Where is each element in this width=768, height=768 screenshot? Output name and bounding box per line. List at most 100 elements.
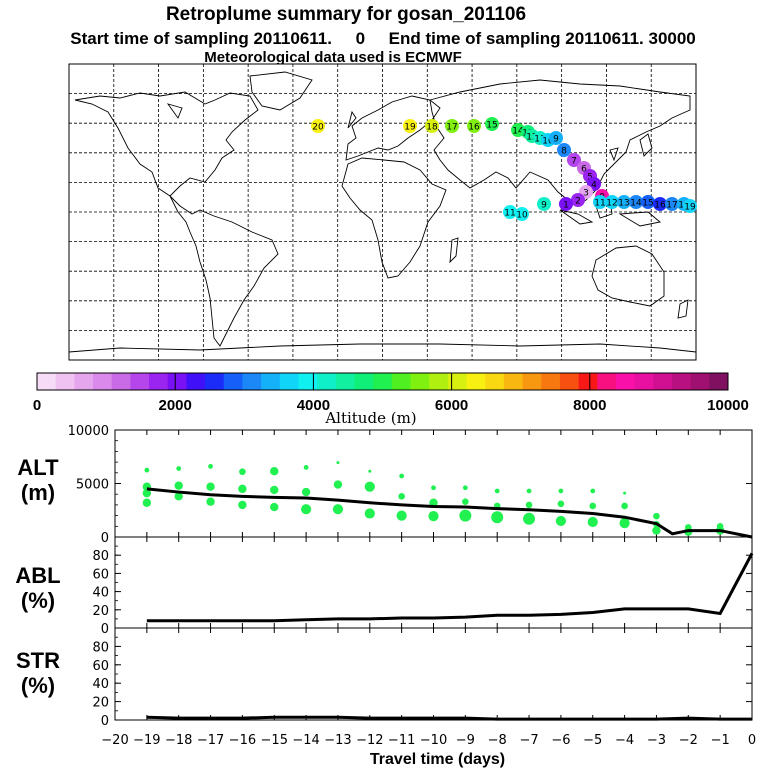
altitude-point (142, 488, 152, 498)
trajectory-marker: 2 (571, 193, 585, 207)
altitude-point (206, 497, 215, 506)
trajectory-marker: 11 (503, 205, 517, 219)
trajectory-marker: 17 (665, 197, 679, 211)
altitude-point (398, 493, 405, 500)
colorbar-swatch (186, 373, 206, 390)
meteorology-line: Meteorological data used is ECMWF (204, 49, 462, 66)
trajectory-marker-dot (559, 197, 573, 211)
altitude-point (652, 526, 661, 535)
trajectory-marker-dot (653, 197, 667, 211)
altitude-point (396, 510, 407, 521)
trajectory-marker-label: 12 (526, 133, 537, 143)
colorbar-swatch (373, 373, 393, 390)
mean-altitude-line (146, 487, 753, 539)
trajectory-marker-label: 7 (571, 157, 577, 167)
altitude-point (206, 482, 215, 491)
altitude-point (462, 485, 468, 491)
x-tick-label: −19 (133, 733, 160, 748)
x-tick-label: −10 (420, 733, 447, 748)
colorbar-swatch (261, 373, 281, 390)
colorbar-swatch (466, 373, 486, 390)
trajectory-marker-label: 9 (553, 135, 559, 145)
panel-ylabel: ABL (15, 563, 60, 588)
trajectory-marker: 14 (629, 195, 643, 209)
altitude-point (431, 485, 436, 491)
x-tick-label: −16 (229, 733, 256, 748)
trajectory-marker-dot (571, 193, 585, 207)
x-tick-label: −17 (197, 733, 224, 748)
trajectory-marker-label: 6 (581, 165, 587, 175)
trajectory-marker-dot (403, 119, 417, 133)
trajectory-marker: 12 (605, 195, 619, 209)
altitude-point (336, 461, 340, 465)
sampling-time-line: Start time of sampling 20110611. 0 End t… (70, 29, 696, 48)
trajectory-marker-dot (515, 207, 529, 221)
x-tick-label: −4 (615, 733, 634, 748)
colorbar-swatch (447, 373, 468, 390)
trajectory-marker: 11 (593, 195, 607, 209)
trajectory-marker-label: 12 (606, 199, 617, 209)
altitude-point (301, 487, 311, 497)
colorbar-swatch (709, 373, 729, 390)
trajectory-marker-label: 17 (666, 201, 677, 211)
colorbar-swatch (111, 373, 131, 390)
map-graticule (69, 64, 696, 360)
colorbar-swatch (410, 373, 430, 390)
y-tick-label: 60 (92, 659, 109, 674)
altitude-point (238, 500, 247, 510)
x-tick-label: −14 (292, 733, 319, 748)
y-tick-label: 80 (92, 640, 109, 655)
altitude-point (462, 498, 469, 505)
colorbar-swatch (149, 373, 169, 390)
trajectory-marker-label: 2 (575, 197, 581, 207)
y-tick-label: 10000 (68, 424, 109, 439)
altitude-point (653, 512, 660, 520)
x-tick-label: −6 (551, 733, 570, 748)
colorbar-swatch (74, 373, 94, 390)
altitude-point (619, 517, 630, 529)
altitude-point (555, 515, 567, 527)
altitude-point (587, 516, 598, 528)
str-line (146, 715, 752, 721)
y-tick-label: 0 (101, 714, 109, 729)
colorbar-swatch (335, 373, 355, 390)
trajectory-marker-dot (445, 119, 459, 133)
y-tick-label: 40 (92, 586, 109, 601)
altitude-point (208, 463, 213, 469)
trajectory-marker: 9 (549, 131, 563, 145)
trajectory-marker: 8 (557, 143, 571, 157)
colorbar-tick-label: 2000 (159, 397, 192, 414)
colorbar-swatch (242, 373, 262, 390)
altitude-point (523, 512, 536, 525)
colorbar-swatch (671, 373, 692, 390)
panel-ylabel-unit: (m) (21, 480, 55, 505)
altitude-point (399, 473, 405, 479)
altitude-point (491, 511, 504, 524)
altitude-point (368, 469, 372, 473)
altitude-point (174, 492, 183, 501)
trajectory-marker-dot (665, 197, 679, 211)
colorbar-swatch (690, 373, 710, 390)
altitude-point (557, 500, 565, 508)
colorbar-swatch (55, 373, 75, 390)
altitude-point (621, 502, 628, 510)
x-tick-label: −12 (356, 733, 383, 748)
trajectory-marker-dot (311, 119, 325, 133)
trajectory-marker-label: 18 (426, 123, 438, 133)
y-tick-label: 5000 (76, 478, 109, 493)
x-tick-label: −11 (388, 733, 415, 748)
x-tick-label: −2 (679, 733, 698, 748)
trajectory-marker: 19 (683, 199, 697, 213)
colorbar-swatch (37, 373, 57, 390)
colorbar-tick-label: 6000 (435, 397, 468, 414)
colorbar-swatch (93, 373, 113, 390)
trajectory-marker-label: 11 (534, 135, 545, 145)
trajectory-marker-label: 10 (516, 211, 528, 221)
trajectory-marker-label: 10 (542, 137, 554, 147)
colorbar-swatch (634, 373, 654, 390)
trajectory-marker-dot (605, 195, 619, 209)
trajectory-marker-label: 8 (561, 147, 567, 157)
altitude-point (525, 501, 533, 509)
